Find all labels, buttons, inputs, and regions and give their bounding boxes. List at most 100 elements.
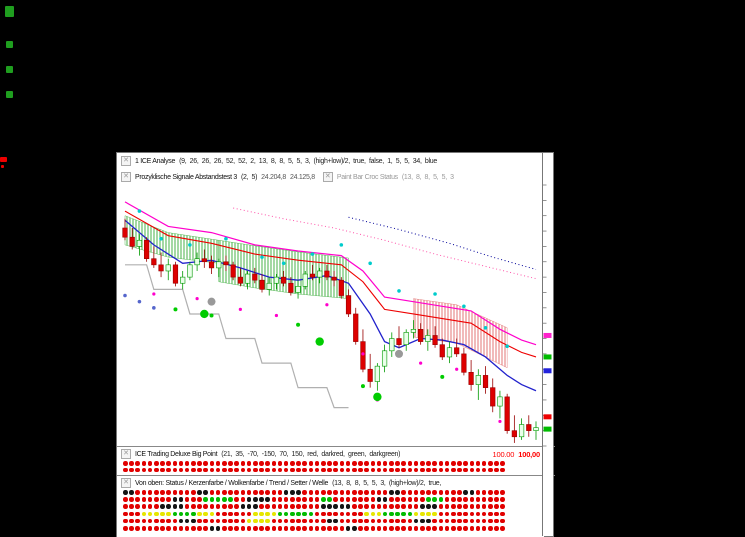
dot — [420, 518, 425, 524]
dot — [228, 461, 233, 466]
dot — [240, 525, 246, 531]
dot — [364, 525, 369, 531]
dot — [407, 467, 413, 473]
dot — [463, 497, 468, 502]
dot — [277, 467, 283, 473]
dot-row — [117, 518, 544, 526]
candle-body — [331, 276, 337, 281]
dot — [500, 504, 506, 509]
dot — [228, 504, 233, 509]
indicator-params: (2, 5) — [240, 173, 258, 181]
dot — [203, 511, 209, 517]
dot — [314, 467, 320, 473]
dot — [184, 518, 190, 524]
dot — [308, 504, 314, 509]
candle-body — [324, 270, 330, 278]
dot — [432, 504, 437, 509]
dot — [191, 467, 196, 473]
remove-indicator-icon[interactable]: ✕ — [121, 156, 131, 166]
dot — [209, 461, 215, 466]
dot — [376, 467, 382, 473]
dot — [191, 518, 196, 524]
dot — [444, 511, 450, 517]
dot — [321, 504, 326, 509]
dot — [252, 518, 258, 524]
dot — [370, 461, 376, 466]
dot — [123, 490, 128, 495]
dot — [401, 461, 407, 466]
dot — [141, 461, 147, 466]
dot — [475, 461, 481, 466]
dot — [488, 461, 493, 466]
dot — [277, 511, 283, 517]
remove-indicator-icon[interactable]: ✕ — [121, 172, 131, 182]
candle-body — [187, 264, 193, 278]
dot — [172, 490, 178, 495]
remove-indicator-icon[interactable]: ✕ — [121, 449, 131, 459]
indicator-name: Prozyklische Signale Abstandstest 3 — [135, 173, 237, 181]
dot — [426, 490, 431, 495]
price-axis[interactable] — [542, 153, 553, 536]
dot — [407, 497, 413, 502]
dot — [141, 467, 147, 473]
remove-indicator-icon[interactable]: ✕ — [322, 172, 333, 182]
axis-marker — [543, 332, 552, 338]
dot — [283, 525, 289, 531]
dot — [351, 504, 357, 509]
indicator-name: Von oben: Status / Kerzenfarbe / Wolkenf… — [135, 479, 329, 487]
dot — [240, 511, 246, 517]
dot — [463, 518, 468, 524]
candle-body — [266, 282, 272, 290]
dot — [494, 504, 499, 509]
signal-dot-magenta — [455, 367, 459, 371]
dot — [147, 497, 153, 502]
candle-body — [353, 313, 359, 342]
dot — [413, 525, 419, 531]
signal-dot-magenta — [419, 361, 423, 365]
dot — [475, 490, 481, 495]
dot — [153, 461, 159, 466]
dot — [283, 497, 289, 502]
dot — [494, 467, 499, 473]
dot — [191, 504, 196, 509]
dot — [389, 518, 394, 524]
dot — [178, 511, 184, 517]
dot — [203, 518, 209, 524]
dot — [290, 511, 295, 517]
dot — [413, 511, 419, 517]
pink-dotted-line — [233, 207, 537, 280]
dot — [209, 504, 215, 509]
dot — [339, 504, 345, 509]
dot — [314, 504, 320, 509]
dot — [147, 490, 153, 495]
candle-body — [180, 276, 186, 284]
dot — [444, 490, 450, 495]
dot — [420, 511, 425, 517]
dot — [203, 525, 209, 531]
dot-row — [117, 497, 544, 504]
candle-body — [389, 338, 395, 352]
dot — [240, 504, 246, 509]
dot — [290, 518, 295, 524]
remove-indicator-icon[interactable]: ✕ — [121, 478, 131, 488]
dot — [178, 518, 184, 524]
dot — [160, 467, 165, 473]
dot — [457, 511, 462, 517]
dot — [475, 467, 481, 473]
dot — [302, 525, 308, 531]
dot — [488, 518, 493, 524]
dot-row — [117, 461, 544, 468]
signal-dot-cyan — [260, 255, 264, 259]
dot — [191, 490, 196, 495]
dot — [209, 497, 215, 502]
dot — [277, 504, 283, 509]
signal-dot-magenta — [274, 313, 279, 318]
dot — [358, 461, 363, 466]
dot — [500, 490, 506, 495]
price-chart[interactable] — [117, 185, 544, 453]
dot — [389, 525, 394, 531]
dot — [376, 518, 382, 524]
dot — [488, 490, 493, 495]
dot — [444, 461, 450, 466]
dot — [234, 511, 239, 517]
